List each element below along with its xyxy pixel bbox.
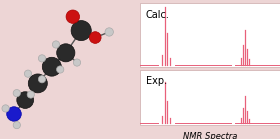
Circle shape: [13, 90, 20, 97]
Circle shape: [38, 76, 46, 83]
Circle shape: [17, 92, 34, 108]
Circle shape: [7, 107, 21, 121]
Circle shape: [38, 55, 46, 62]
Text: NMR Spectra: NMR Spectra: [183, 132, 237, 139]
Circle shape: [105, 28, 113, 36]
Circle shape: [89, 32, 101, 43]
FancyBboxPatch shape: [140, 70, 280, 125]
Circle shape: [28, 74, 47, 93]
FancyBboxPatch shape: [140, 3, 280, 67]
Circle shape: [73, 59, 81, 66]
Circle shape: [52, 41, 60, 48]
Circle shape: [71, 21, 91, 41]
Circle shape: [57, 66, 64, 73]
Circle shape: [57, 44, 75, 62]
Circle shape: [27, 91, 34, 98]
Circle shape: [24, 70, 32, 77]
Text: Exp.: Exp.: [146, 76, 167, 86]
Circle shape: [66, 10, 80, 23]
Circle shape: [42, 57, 61, 76]
Text: Calc.: Calc.: [146, 10, 169, 20]
Circle shape: [2, 105, 9, 112]
Circle shape: [13, 121, 20, 129]
